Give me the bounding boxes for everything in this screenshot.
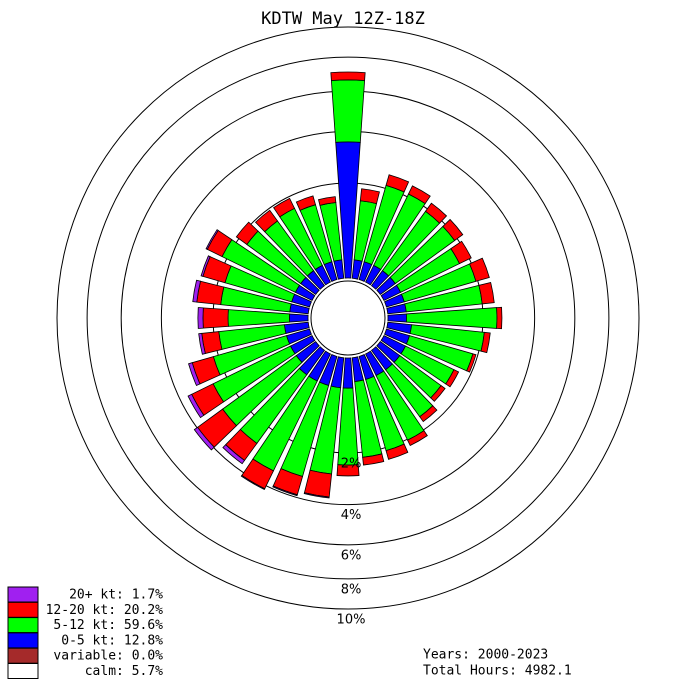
wind-segment bbox=[336, 464, 360, 477]
wind-segment bbox=[359, 188, 380, 205]
wind-segment bbox=[192, 279, 201, 303]
legend-swatch bbox=[7, 617, 39, 634]
wind-segment bbox=[197, 307, 204, 329]
wind-segment bbox=[198, 332, 206, 355]
legend-label: 20+ kt: 1.7% bbox=[69, 588, 163, 603]
wind-segment bbox=[496, 306, 503, 330]
wind-segment bbox=[196, 280, 225, 306]
wind-segment bbox=[337, 387, 359, 466]
ring-label: 10% bbox=[337, 613, 366, 628]
wind-segment bbox=[289, 313, 309, 323]
wind-segment bbox=[385, 443, 409, 460]
wind-segment bbox=[272, 485, 298, 497]
legend-label: 12-20 kt: 20.2% bbox=[46, 603, 164, 618]
wind-segment bbox=[424, 202, 448, 224]
legend-swatch bbox=[7, 601, 39, 618]
wind-segment bbox=[469, 257, 490, 282]
ring-label: 2% bbox=[341, 456, 362, 471]
ring-label: 8% bbox=[341, 582, 362, 597]
wind-segment bbox=[295, 195, 317, 211]
grid-ring bbox=[56, 26, 640, 610]
wind-segment bbox=[480, 331, 491, 354]
wind-segment bbox=[407, 430, 428, 447]
years-note: Years: 2000-2023 bbox=[423, 648, 548, 663]
wind-segment bbox=[478, 281, 495, 305]
wind-segment bbox=[193, 426, 215, 451]
wind-segment bbox=[303, 492, 330, 499]
legend-swatch bbox=[7, 586, 39, 603]
wind-segment bbox=[466, 353, 477, 373]
grid-ring bbox=[86, 56, 610, 580]
wind-segment bbox=[240, 474, 266, 491]
wind-segment bbox=[202, 307, 229, 329]
wind-segment bbox=[450, 240, 472, 265]
wind-segment bbox=[303, 469, 333, 498]
wind-segment bbox=[342, 357, 354, 389]
wind-segment bbox=[442, 218, 464, 242]
wind-segment bbox=[227, 309, 291, 327]
wind-segment bbox=[200, 255, 211, 277]
wind-segment bbox=[385, 174, 410, 193]
calm-circle bbox=[310, 280, 386, 356]
wind-segment bbox=[188, 362, 201, 387]
wind-segment bbox=[387, 313, 407, 323]
wind-segment bbox=[419, 405, 438, 423]
legend-label: 0-5 kt: 12.8% bbox=[61, 633, 163, 648]
legend-label: calm: 5.7% bbox=[85, 664, 163, 679]
ring-label: 4% bbox=[341, 508, 362, 523]
legend-swatch bbox=[7, 632, 39, 649]
wind-segment bbox=[445, 369, 460, 388]
wind-segment bbox=[235, 221, 259, 246]
wind-segment bbox=[222, 444, 246, 465]
wind-segment bbox=[330, 79, 366, 143]
wind-segment bbox=[407, 185, 431, 205]
ring-label: 6% bbox=[341, 548, 362, 563]
legend-swatch bbox=[7, 647, 39, 664]
legend-swatch bbox=[7, 663, 39, 679]
wind-segment bbox=[205, 229, 219, 250]
wind-segment bbox=[330, 71, 366, 81]
wind-segment bbox=[273, 197, 296, 218]
wind-segment bbox=[317, 196, 337, 206]
wind-segment bbox=[430, 385, 446, 402]
legend-label: 5-12 kt: 59.6% bbox=[53, 618, 163, 633]
wind-segment bbox=[254, 209, 279, 233]
wind-segment bbox=[187, 393, 205, 419]
chart-title: KDTW May 12Z-18Z bbox=[261, 9, 425, 29]
hours-note: Total Hours: 4982.1 bbox=[423, 664, 572, 679]
legend-label: variable: 0.0% bbox=[53, 649, 163, 664]
wind-segment bbox=[362, 453, 385, 466]
